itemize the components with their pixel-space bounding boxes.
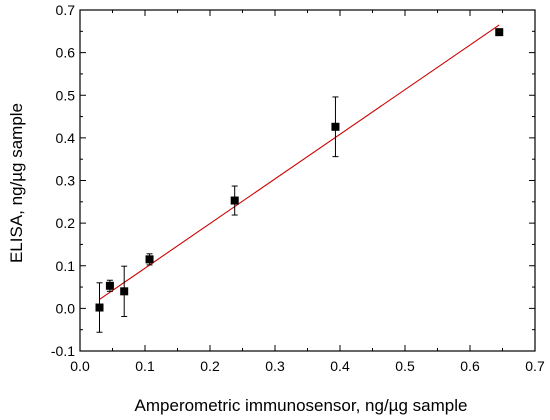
x-tick-label: 0.2 [200,358,220,374]
x-tick-label: 0.5 [395,358,415,374]
x-axis-title: Amperometric immunosensor, ng/µg sample [135,396,468,415]
fit-line [99,24,500,300]
y-tick-label: 0.2 [56,215,76,231]
y-tick-label: 0.5 [56,87,76,103]
y-tick-label: 0.3 [56,173,76,189]
data-point [495,28,504,37]
y-tick-label: 0.0 [56,300,76,316]
x-tick-label: 0.6 [460,358,480,374]
x-tick-label: 0.0 [70,358,90,374]
y-axis-title: ELISA, ng/µg sample [7,103,26,263]
data-point [331,122,340,131]
y-tick-label: 0.1 [56,258,76,274]
data-point [145,255,154,264]
y-tick-label: 0.7 [56,2,76,18]
data-point [120,287,129,296]
data-point [230,196,239,205]
x-tick-label: 0.7 [525,358,545,374]
x-tick-label: 0.4 [330,358,350,374]
data-point [95,303,104,312]
data-point [105,281,114,290]
y-tick-label: 0.4 [56,130,76,146]
y-tick-label: 0.6 [56,45,76,61]
plot-frame [79,9,536,352]
x-tick-label: 0.1 [135,358,155,374]
x-tick-label: 0.3 [265,358,285,374]
y-tick-label: -0.1 [51,343,75,359]
